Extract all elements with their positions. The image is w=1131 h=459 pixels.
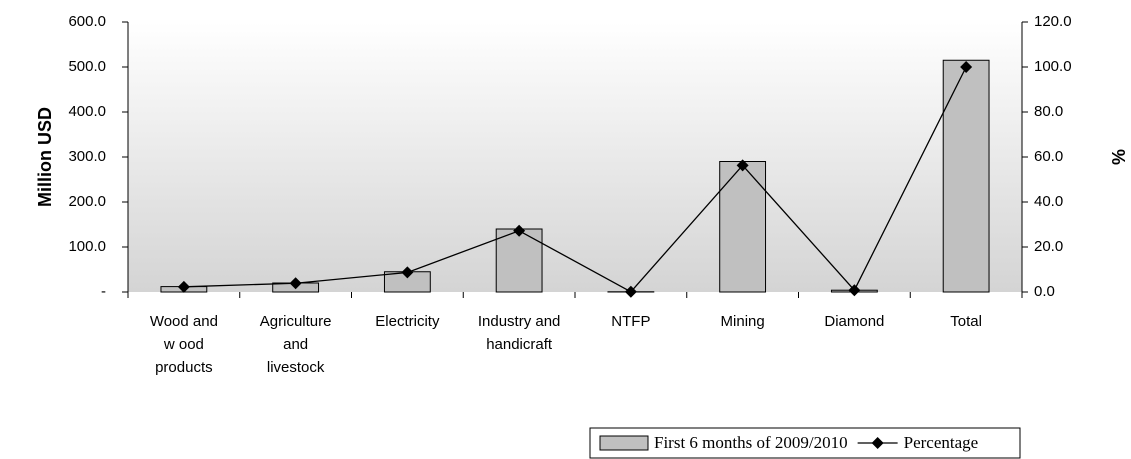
y-tick-label: - <box>101 283 106 300</box>
x-tick-label: Industry and handicraft <box>478 313 561 353</box>
bar <box>719 161 767 293</box>
legend-marker <box>871 437 884 449</box>
plot-area <box>128 22 1022 292</box>
marker <box>401 266 414 279</box>
x-tick-label: Total <box>950 313 982 330</box>
x-tick-label: NTFP <box>611 313 650 330</box>
y2-tick-label: 60.0 <box>1034 148 1063 165</box>
y-tick-label: 100.0 <box>68 238 106 255</box>
x-tick-label: Mining <box>721 313 765 330</box>
marker <box>624 285 637 298</box>
bar <box>942 59 990 293</box>
x-tick-label: Diamond <box>824 313 884 330</box>
legend-box <box>589 427 1021 459</box>
marker <box>289 277 302 290</box>
y-tick-label: 200.0 <box>68 193 106 210</box>
legend-label: First 6 months of 2009/2010 <box>654 433 848 452</box>
marker <box>736 159 749 172</box>
x-tick-label: Agriculture and livestock <box>260 313 332 376</box>
legend-label: Percentage <box>904 433 979 452</box>
line <box>183 66 967 293</box>
y2-tick-label: 20.0 <box>1034 238 1063 255</box>
y2-tick-label: 120.0 <box>1034 13 1072 30</box>
y2-tick-label: 100.0 <box>1034 58 1072 75</box>
y2-tick-label: 40.0 <box>1034 193 1063 210</box>
x-tick-label: Electricity <box>375 313 440 330</box>
marker <box>177 280 190 293</box>
y2-axis-title: % <box>1109 149 1129 165</box>
y2-tick-label: 0.0 <box>1034 283 1055 300</box>
y-axis-title: Million USD <box>35 107 55 207</box>
y-tick-label: 500.0 <box>68 58 106 75</box>
x-tick-label: Wood and w ood products <box>150 313 218 376</box>
y-tick-label: 400.0 <box>68 103 106 120</box>
marker <box>960 61 973 73</box>
y2-tick-label: 80.0 <box>1034 103 1063 120</box>
marker <box>848 284 861 297</box>
legend-swatch <box>599 435 649 451</box>
y-tick-label: 600.0 <box>68 13 106 30</box>
marker <box>513 224 526 237</box>
bar <box>495 228 543 293</box>
legend: First 6 months of 2009/2010 Percentage <box>589 427 1021 459</box>
y-tick-label: 300.0 <box>68 148 106 165</box>
